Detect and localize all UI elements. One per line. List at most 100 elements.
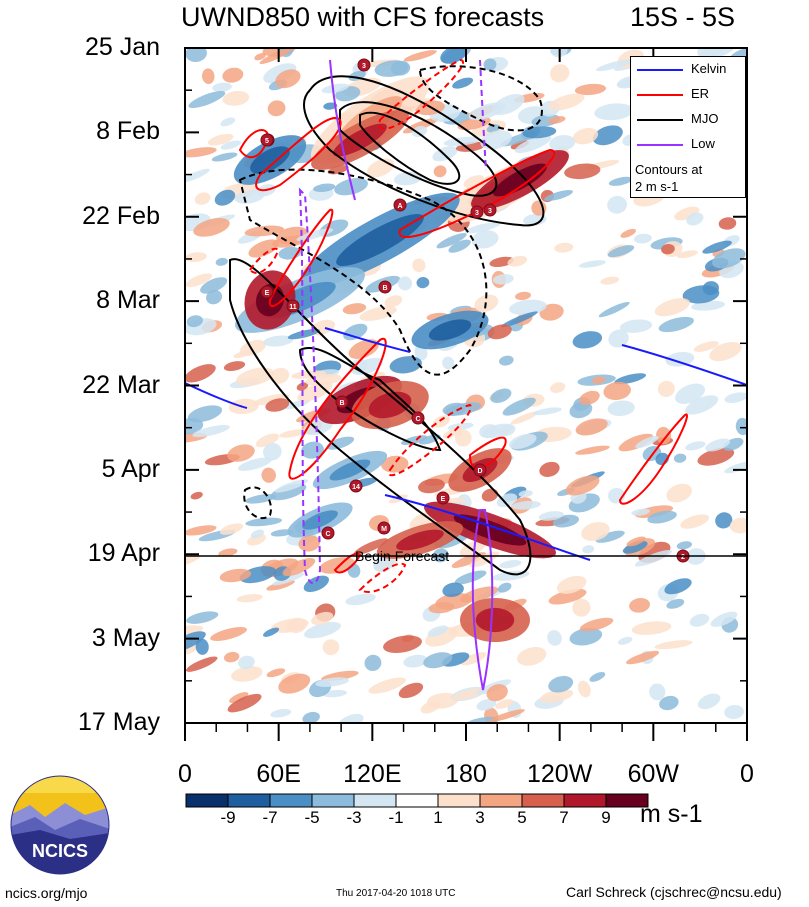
y-tick-label: 5 Apr [101,454,160,483]
colorbar-tick-label: -7 [262,808,278,827]
field-cell [393,171,422,186]
anomaly-core [336,213,424,267]
field-cell [195,638,209,655]
colorbar-swatch [311,793,355,808]
field-cell [454,429,472,447]
field-cell [693,341,719,352]
field-cell [222,90,250,106]
field-cell [480,130,512,150]
field-cell [549,135,576,151]
storm-marker-icon [483,203,497,217]
field-cell [626,536,646,547]
field-cell [373,554,395,573]
field-cell [491,93,525,116]
field-cell [607,195,628,214]
field-cell [564,163,601,180]
field-cell [212,82,232,92]
field-cell [190,491,203,500]
field-cell [607,400,635,417]
storm-marker: A [393,198,407,212]
field-cell [202,68,215,85]
field-cell [486,124,501,133]
field-cell [471,230,499,249]
field-cell [579,390,600,406]
field-cell [185,525,217,536]
legend: Kelvin ER MJO Low Contours at 2 m s-1 [630,56,746,198]
region-label: 15S - 5S [630,2,736,32]
field-cell [298,535,321,552]
contour-line [298,187,322,585]
field-cell [442,426,464,439]
field-cell [200,277,228,294]
field-cell [511,500,541,510]
y-tick-label: 19 Apr [87,539,160,568]
wind-field [185,48,747,723]
field-cell [608,329,629,348]
field-cell [522,126,557,139]
field-cell [275,69,301,89]
anomaly-core [453,514,527,546]
legend-label: Kelvin [691,61,727,76]
field-cell [223,361,246,372]
chart-title: UWND850 with CFS forecasts [181,2,545,32]
anomaly-core [428,319,472,341]
field-cell [666,598,685,609]
storm-marker: M [377,521,391,535]
field-cell [389,356,422,374]
field-cell [259,48,293,65]
field-cell [540,689,574,703]
legend-item-mjo: MJO [635,109,745,131]
field-cell [187,405,223,423]
x-tick-label: 120W [527,760,593,788]
field-cell [219,568,252,583]
field-cell [265,398,290,412]
colorbar-swatch [269,793,313,808]
storm-marker: C [411,411,425,425]
field-cell [544,190,573,202]
field-cell [598,301,630,318]
field-cell [657,380,675,398]
storm-marker-label: A [397,203,402,210]
field-cell [223,651,240,663]
contour-line [339,101,498,197]
field-cell [697,447,735,466]
contour-layer [185,58,747,691]
field-cell [572,128,599,145]
field-cell [296,382,309,391]
field-cell [548,588,587,605]
field-cell [238,655,255,670]
field-cell [620,228,636,238]
field-cell [464,222,501,234]
contour-line [479,59,487,171]
field-cell [579,617,614,632]
legend-note-line: 2 m s-1 [635,179,679,194]
field-cell [398,682,424,699]
field-cell [322,639,340,656]
field-cell [345,593,376,606]
legend-swatch [637,94,683,96]
logo-text: NCICS [32,841,88,861]
field-cell [626,650,660,665]
field-cell [323,102,338,110]
colorbar-swatch [563,793,607,808]
colorbar-tick-label: -5 [304,808,320,827]
field-cell [709,341,742,362]
field-cell [661,243,675,255]
field-cell [634,505,674,518]
y-tick-label: 8 Mar [96,286,160,315]
storm-marker-label: 3 [362,63,366,70]
storm-marker-icon [260,285,274,299]
field-cell [263,335,294,347]
contour-line [378,58,465,130]
field-cell [210,627,248,641]
field-cell [595,530,625,543]
contour-line [329,59,356,201]
field-cell [220,117,236,127]
storm-marker-icon [473,463,487,477]
field-cell [326,436,355,450]
field-cell [676,541,693,550]
field-cell [207,133,234,146]
colorbar-units: m s-1 [640,800,703,828]
storm-marker-icon [286,299,300,313]
